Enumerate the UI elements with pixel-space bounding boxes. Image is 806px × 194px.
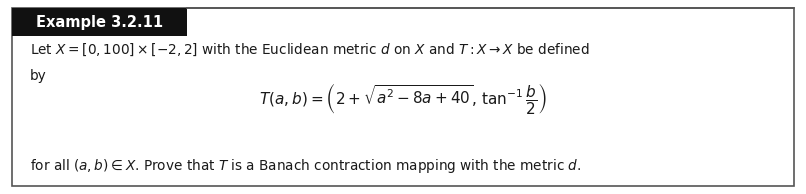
Text: $T(a, b) = \left(2 + \sqrt{a^2 - 8a + 40},\,\tan^{-1}\dfrac{b}{2}\right)$: $T(a, b) = \left(2 + \sqrt{a^2 - 8a + 40… xyxy=(260,81,546,117)
FancyBboxPatch shape xyxy=(12,8,187,36)
Text: for all $(a, b) \in X$. Prove that $T$ is a Banach contraction mapping with the : for all $(a, b) \in X$. Prove that $T$ i… xyxy=(30,157,581,175)
FancyBboxPatch shape xyxy=(12,8,794,186)
Text: Let $X = [0,100] \times [-2, 2]$ with the Euclidean metric $d$ on $X$ and $T : X: Let $X = [0,100] \times [-2, 2]$ with th… xyxy=(30,42,589,58)
Text: Example 3.2.11: Example 3.2.11 xyxy=(36,15,163,29)
Text: by: by xyxy=(30,69,47,83)
